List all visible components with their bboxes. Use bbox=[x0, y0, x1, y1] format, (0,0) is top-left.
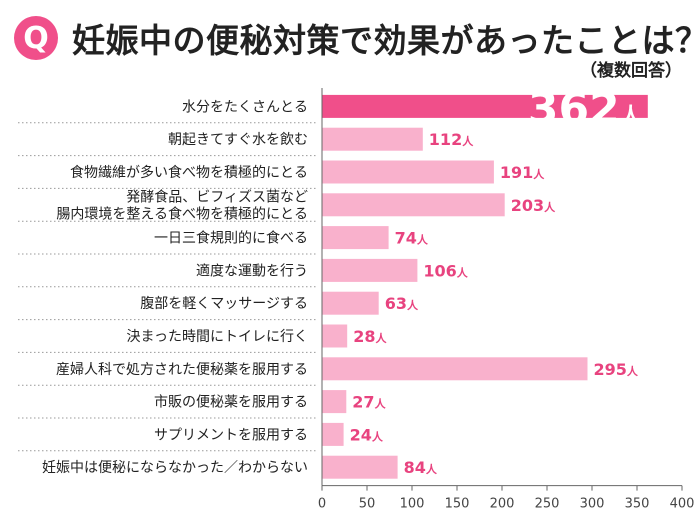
value-label: 106人 bbox=[423, 261, 468, 280]
value-label: 84人 bbox=[404, 458, 438, 477]
x-tick-label: 200 bbox=[490, 497, 515, 512]
x-tick-label: 250 bbox=[535, 497, 560, 512]
bar bbox=[322, 258, 418, 282]
category-label: 妊娠中は便秘にならなかった／わからない bbox=[42, 460, 308, 476]
bar bbox=[322, 291, 379, 315]
bar bbox=[322, 127, 423, 151]
value-label: 362人 bbox=[528, 83, 642, 134]
bar-highlight bbox=[322, 94, 648, 118]
bar bbox=[322, 422, 344, 446]
bar bbox=[322, 160, 494, 184]
question-badge: Q bbox=[14, 16, 58, 60]
value-label: 74人 bbox=[395, 229, 429, 248]
x-tick-label: 400 bbox=[670, 497, 695, 512]
category-label: 朝起きてすぐ水を飲む bbox=[168, 132, 308, 148]
value-label: 112人 bbox=[429, 130, 474, 149]
value-label: 191人 bbox=[500, 163, 545, 182]
chart-title: 妊娠中の便秘対策で効果があったことは？ bbox=[72, 21, 700, 60]
category-label: 一日三食規則的に食べる bbox=[154, 230, 308, 247]
x-tick-label: 0 bbox=[318, 497, 326, 512]
x-tick-label: 100 bbox=[400, 497, 425, 512]
bar bbox=[322, 390, 347, 414]
x-tick-label: 350 bbox=[625, 497, 650, 512]
x-tick-label: 150 bbox=[445, 497, 470, 512]
value-label: 24人 bbox=[350, 425, 384, 444]
value-label: 203人 bbox=[511, 196, 556, 215]
bar bbox=[322, 226, 389, 250]
category-label: 発酵食品、ビフィズス菌など腸内環境を整える食べ物を積極的にとる bbox=[56, 188, 308, 222]
value-label: 63人 bbox=[385, 294, 419, 313]
category-label: 腹部を軽くマッサージする bbox=[140, 295, 308, 312]
x-tick-label: 50 bbox=[359, 497, 376, 512]
bar bbox=[322, 193, 505, 217]
category-label: 産婦人科で処方された便秘薬を服用する bbox=[56, 361, 308, 378]
value-label: 295人 bbox=[594, 360, 639, 379]
category-label: 決まった時間にトイレに行く bbox=[127, 329, 308, 345]
x-tick-label: 300 bbox=[580, 497, 605, 512]
category-label: 市販の便秘薬を服用する bbox=[154, 394, 308, 411]
category-label: 水分をたくさんとる bbox=[182, 99, 308, 115]
value-label: 27人 bbox=[352, 393, 386, 412]
category-label: 食物繊維が多い食べ物を積極的にとる bbox=[70, 164, 308, 181]
category-label: サプリメントを服用する bbox=[154, 427, 308, 443]
bar bbox=[322, 455, 398, 479]
category-label: 適度な運動を行う bbox=[196, 262, 308, 279]
chart-subtitle: （複数回答） bbox=[580, 61, 682, 81]
value-label: 28人 bbox=[353, 327, 387, 346]
bar bbox=[322, 324, 348, 348]
bar bbox=[322, 357, 588, 381]
